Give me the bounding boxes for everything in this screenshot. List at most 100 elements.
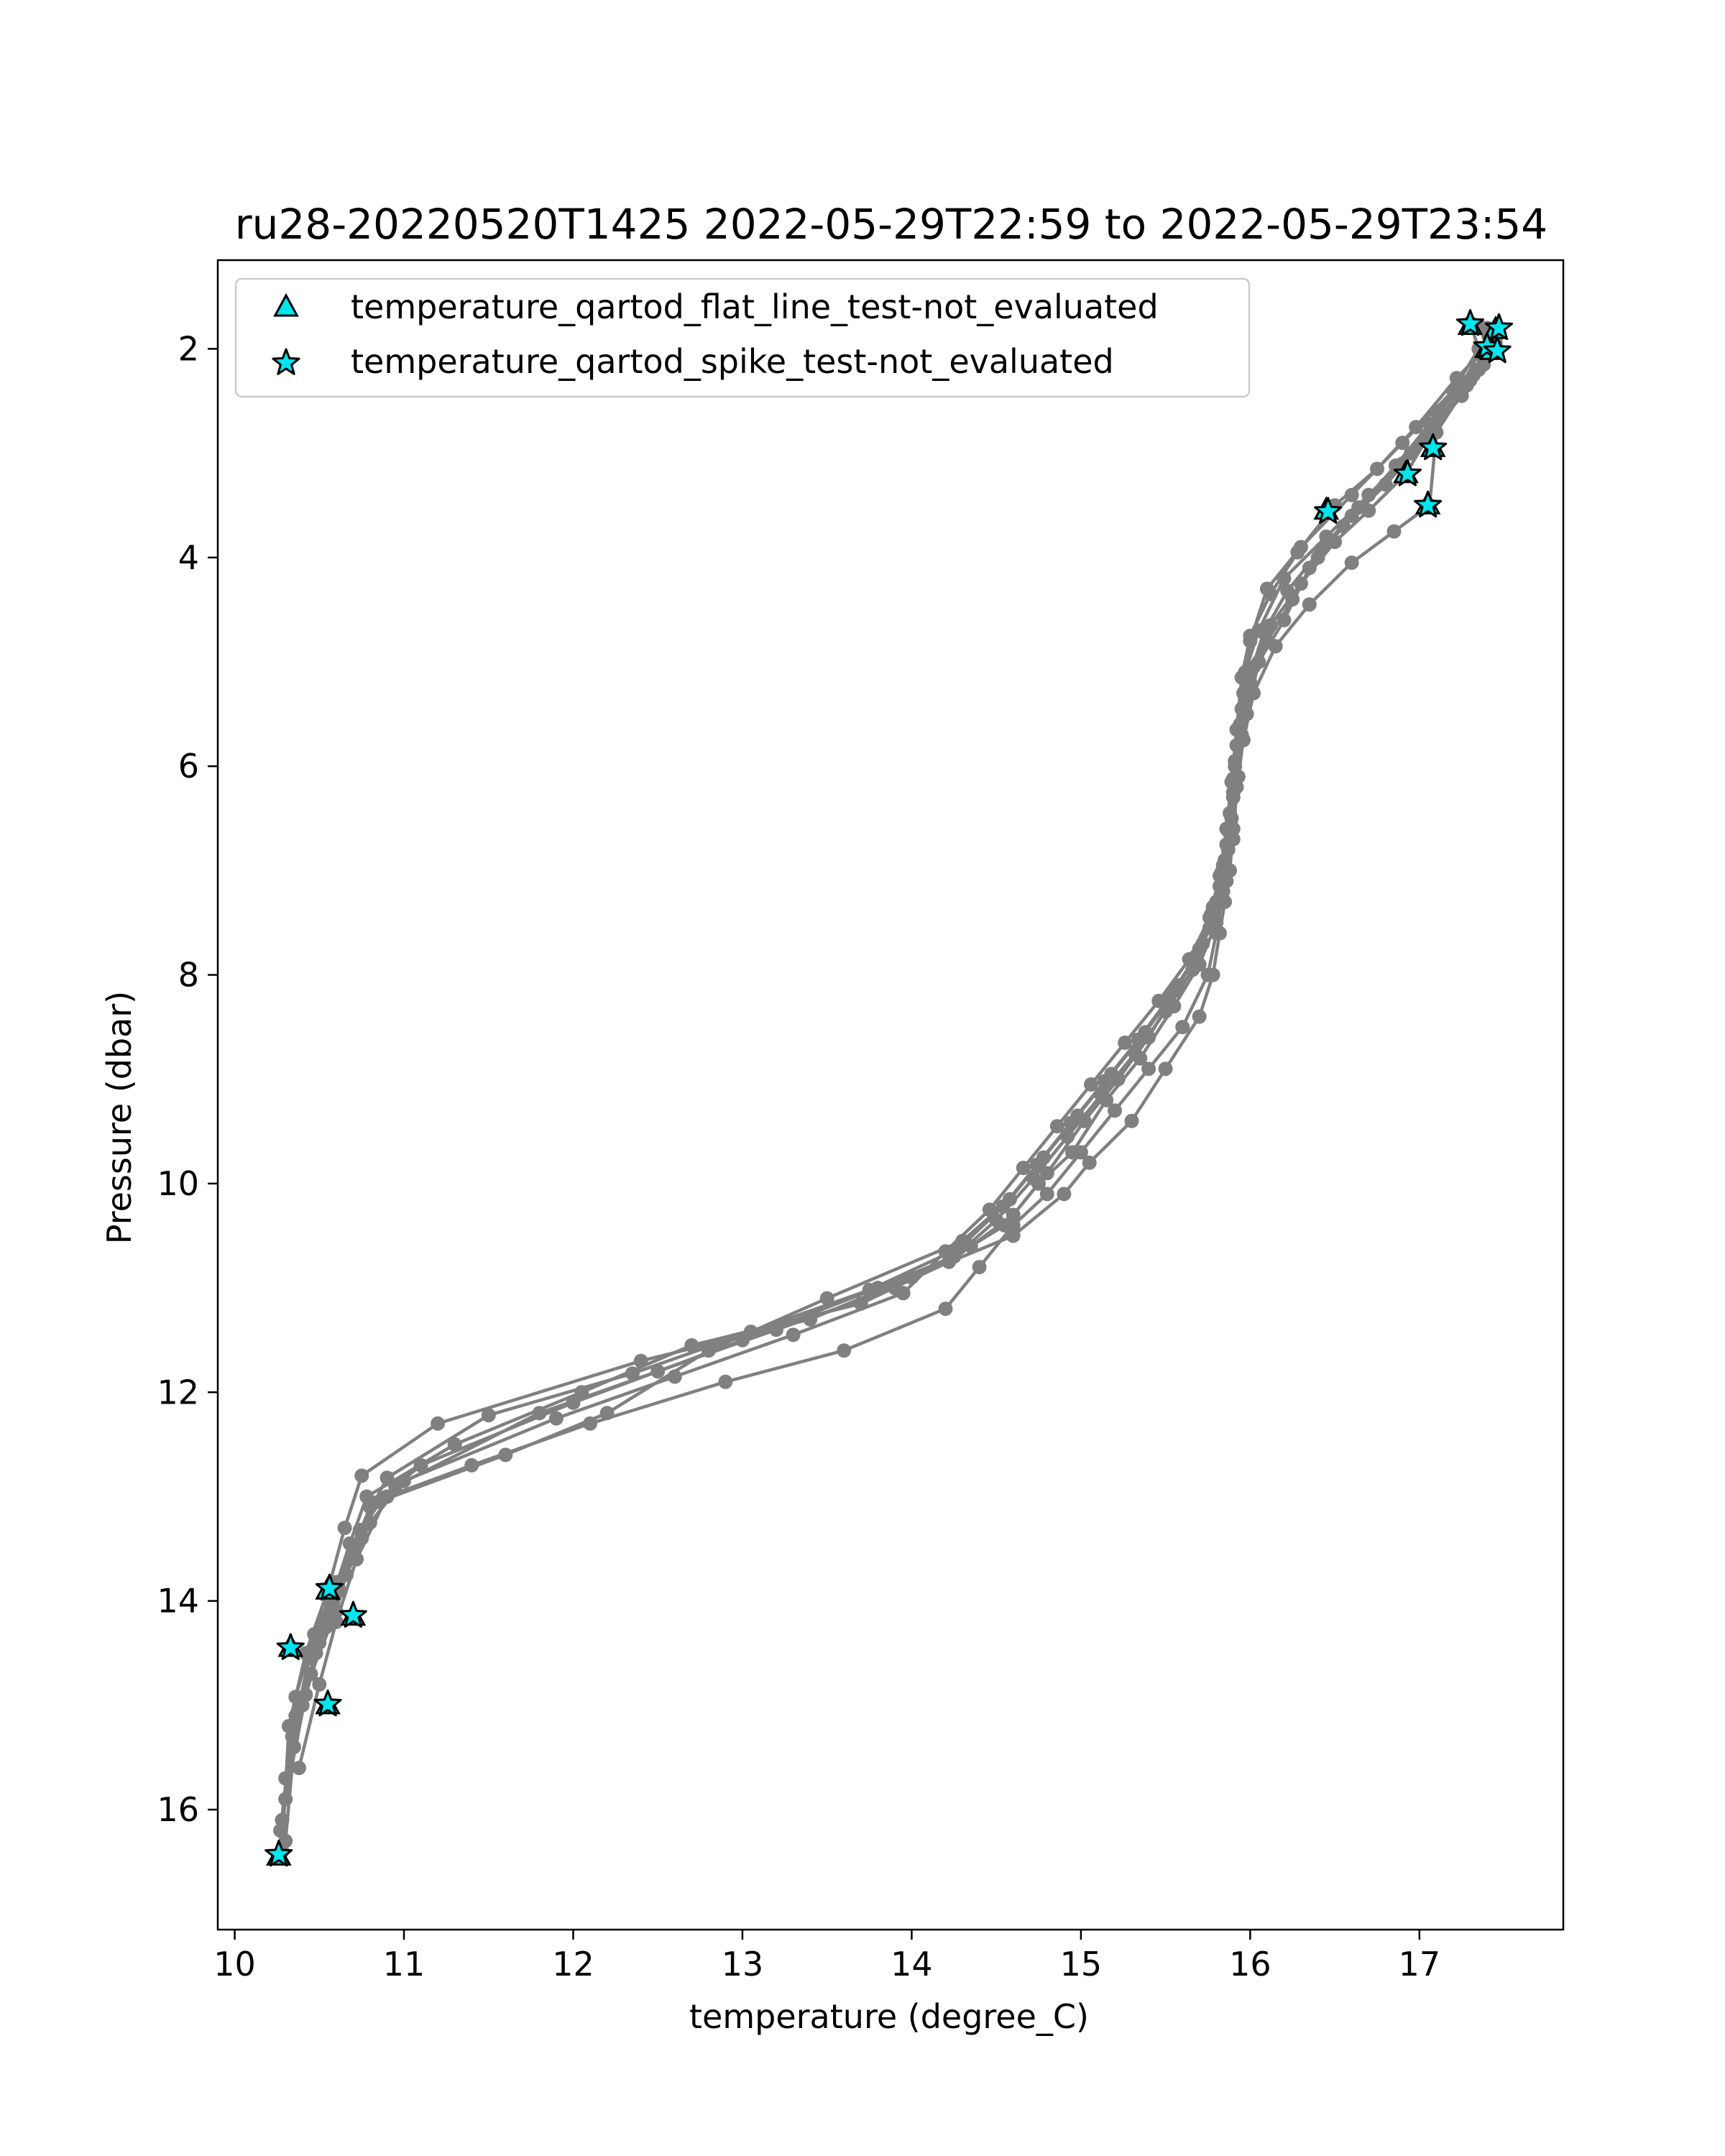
x-tick-label: 12 [552, 1945, 594, 1984]
profile-point [952, 1240, 967, 1256]
profile-point [1214, 865, 1229, 880]
x-tick-label: 13 [722, 1945, 764, 1984]
profile-point [684, 1338, 699, 1353]
profile-point [447, 1437, 462, 1452]
profile-point [1039, 1187, 1054, 1202]
profile-point [1006, 1218, 1021, 1233]
profile-point [650, 1364, 666, 1379]
profile-point [337, 1521, 352, 1535]
x-tick-label: 14 [891, 1945, 933, 1984]
x-tick-label: 17 [1399, 1945, 1441, 1984]
profile-point [1225, 771, 1241, 786]
legend-triangle-shape [273, 292, 299, 317]
profile-point [292, 1761, 306, 1775]
axes-frame [216, 259, 1565, 1931]
profile-point [786, 1327, 801, 1342]
y-axis-label: Pressure (dbar) [100, 991, 139, 1244]
profile-point [743, 1325, 758, 1340]
profile-point [1409, 420, 1424, 435]
profile-point [862, 1283, 877, 1297]
profile-point [1290, 545, 1305, 560]
profile-point [352, 1522, 367, 1537]
profile-point [1422, 416, 1437, 431]
profile-point [819, 1291, 834, 1306]
profile-point [1276, 571, 1292, 586]
profile-point [995, 1199, 1011, 1214]
profile-point [548, 1411, 564, 1426]
y-tick-label: 16 [157, 1790, 199, 1829]
profile-point [1370, 461, 1384, 476]
profile-point [1158, 1061, 1173, 1077]
profile-point [1233, 719, 1248, 734]
profile-point [1344, 487, 1359, 502]
profile-point [1049, 1119, 1064, 1134]
profile-point [1039, 1166, 1054, 1181]
profile-point [1162, 990, 1177, 1005]
profile-point [667, 1369, 682, 1384]
profile-point [1057, 1187, 1072, 1202]
profile-point [1097, 1074, 1112, 1089]
profile-point [1243, 628, 1258, 643]
profile-point [972, 1260, 987, 1275]
legend-label-spike: temperature_qartod_spike_test-not_evalua… [351, 342, 1114, 381]
spike-flag-marker [1483, 336, 1512, 364]
profile-point [938, 1302, 953, 1317]
y-tick-label: 8 [178, 956, 199, 995]
profile-point [837, 1343, 852, 1358]
profile-point [1204, 907, 1219, 922]
profile-point [1351, 500, 1366, 515]
profile-point [1124, 1113, 1139, 1128]
profile-point [288, 1690, 303, 1705]
legend-star-shape [272, 348, 300, 375]
chart-title: ru28-20220520T1425 2022-05-29T22:59 to 2… [235, 200, 1547, 249]
profile-point [1263, 586, 1278, 602]
profile-point [1082, 1155, 1097, 1170]
spike-flag-marker [313, 1689, 342, 1717]
y-tick-label: 14 [157, 1582, 199, 1621]
spike-flags [264, 309, 1514, 1867]
spike-flag-marker [1414, 490, 1443, 518]
profile-point [307, 1627, 322, 1642]
profile-point [1029, 1157, 1044, 1172]
profile-point [1084, 1077, 1098, 1092]
profile-point [1200, 967, 1215, 982]
profile-point [1386, 524, 1402, 539]
spike-flag-marker [276, 1633, 305, 1660]
profile-point [982, 1202, 997, 1217]
profile-point [1175, 1020, 1190, 1035]
profile-point [1302, 597, 1317, 612]
legend-box [234, 277, 1251, 398]
profile-point [1006, 1207, 1021, 1222]
spike-flag-marker [339, 1600, 367, 1628]
profile-point [481, 1408, 496, 1423]
legend: temperature_qartod_flat_line_test-not_ev… [234, 277, 1251, 398]
profile-point [359, 1489, 374, 1504]
profile-point [1314, 542, 1329, 557]
legend-label-flat-line: temperature_qartod_flat_line_test-not_ev… [351, 287, 1159, 326]
profile-point [1268, 639, 1283, 654]
x-axis-label: temperature (degree_C) [689, 1997, 1089, 2036]
y-tick-label: 2 [178, 329, 199, 368]
profile-point [1432, 409, 1448, 424]
profile-point [625, 1366, 640, 1381]
profile-point [1016, 1161, 1031, 1176]
x-axis-ticks: 10 11 12 13 14 15 16 17 [213, 1930, 1440, 1984]
profile-point [1280, 584, 1295, 599]
profile-point [1344, 556, 1359, 570]
y-tick-label: 12 [157, 1373, 199, 1411]
profile-point [318, 1620, 334, 1634]
profile-point [1243, 667, 1258, 682]
profile-point [1073, 1145, 1088, 1160]
spike-flag-marker [1485, 313, 1514, 341]
profile-point [1063, 1115, 1078, 1130]
x-tick-label: 16 [1229, 1945, 1271, 1984]
profile-point [498, 1447, 513, 1462]
x-tick-label: 15 [1060, 1945, 1103, 1984]
profile-point [397, 1473, 411, 1488]
x-tick-label: 10 [213, 1945, 256, 1984]
profile-point [1220, 824, 1236, 839]
profile-point [273, 1823, 288, 1838]
profile-point [431, 1416, 446, 1431]
spike-flag-marker [1393, 459, 1422, 487]
